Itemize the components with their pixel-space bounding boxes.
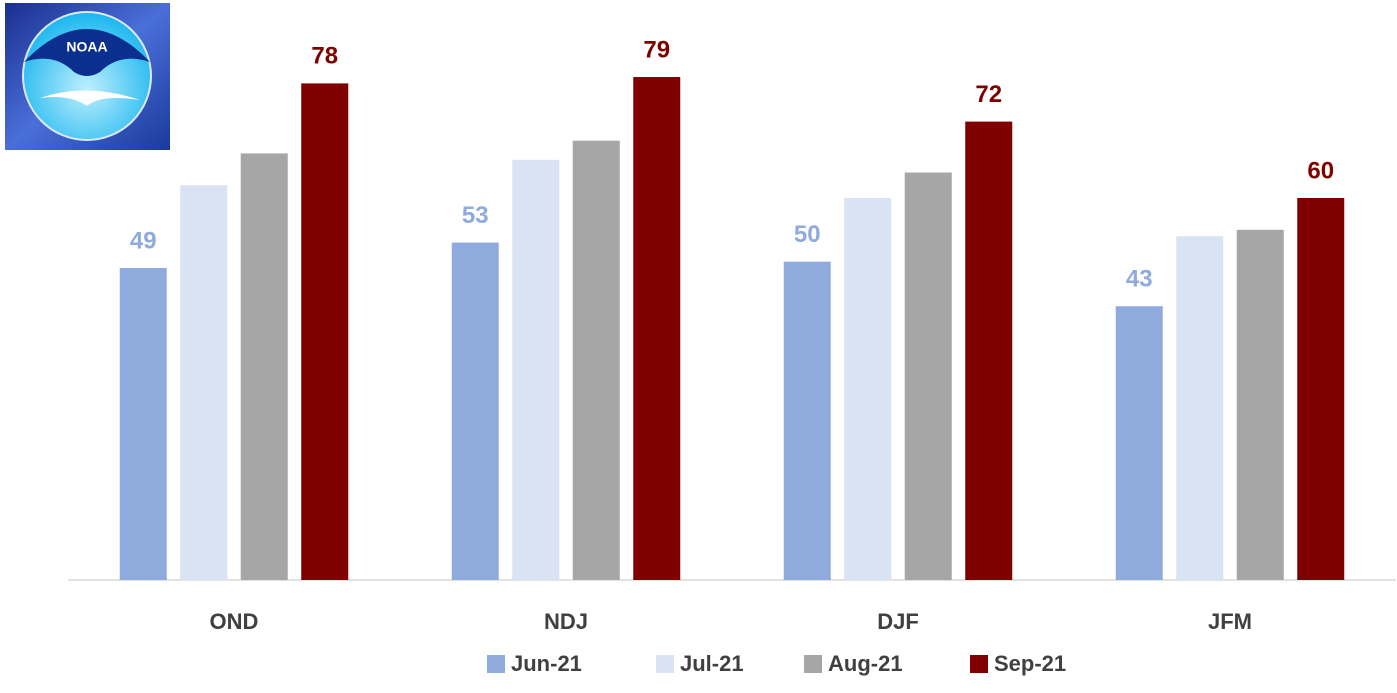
legend-label: Jul-21: [680, 651, 744, 676]
data-label: 78: [311, 43, 338, 70]
legend-label: Jun-21: [511, 651, 582, 676]
bar: [512, 159, 560, 581]
x-tick-label: OND: [210, 609, 259, 634]
bar: [904, 172, 952, 581]
legend-swatch: [487, 655, 505, 673]
logo-bird: [40, 90, 140, 106]
data-label: 72: [975, 81, 1002, 108]
bar: [1236, 229, 1284, 581]
bar: [844, 198, 892, 580]
logo-text: NOAA: [66, 39, 107, 55]
logo: NOAA: [5, 3, 170, 150]
x-tick-label: DJF: [877, 609, 919, 634]
x-tick-label: NDJ: [544, 609, 588, 634]
bar: [633, 77, 681, 581]
bar: [1297, 198, 1345, 580]
bar: [1115, 306, 1163, 580]
bar: [301, 83, 349, 581]
data-label: 50: [794, 221, 821, 248]
bar: [451, 242, 499, 581]
logo-top: [24, 29, 150, 76]
bar: [1176, 236, 1224, 580]
data-label: 49: [130, 227, 157, 254]
data-label: 53: [462, 202, 489, 229]
data-label: 60: [1307, 157, 1334, 184]
data-label: 43: [1126, 266, 1153, 293]
legend-label: Aug-21: [828, 651, 903, 676]
data-label: 79: [643, 36, 670, 63]
bar: [783, 261, 831, 580]
legend-swatch: [804, 655, 822, 673]
bar: [572, 140, 620, 580]
bar: [240, 153, 288, 580]
legend-swatch: [656, 655, 674, 673]
legend-swatch: [970, 655, 988, 673]
legend-label: Sep-21: [994, 651, 1066, 676]
x-tick-label: JFM: [1208, 609, 1252, 634]
bar: [180, 185, 228, 580]
bar: [119, 268, 167, 580]
bar: [965, 121, 1013, 580]
